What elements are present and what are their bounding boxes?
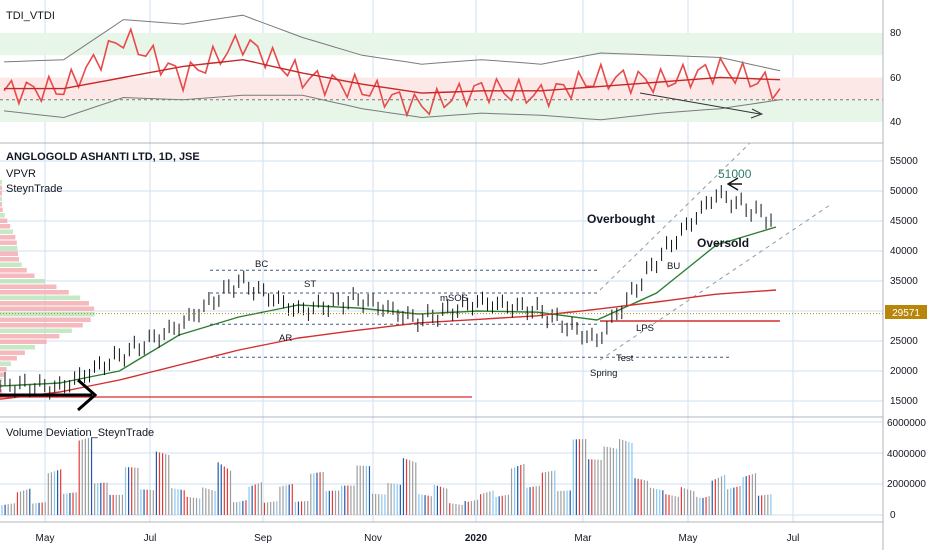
x-label-mar: Mar: [574, 533, 592, 544]
x-label-nov: Nov: [364, 533, 382, 544]
tdi-line-signal: [4, 58, 781, 94]
entry-arrow-head: [77, 378, 98, 412]
annotation-spring: Spring: [590, 368, 617, 379]
volume-pane: [1, 437, 772, 515]
vpvr-bar: [0, 356, 17, 361]
tdi-line-lower-band: [3, 94, 781, 121]
vpvr-bar: [0, 306, 95, 311]
annotation-oversold: Oversold: [697, 236, 749, 250]
annotation-target: 51000: [718, 167, 752, 181]
current-price-label: 29571: [892, 308, 920, 319]
vpvr-bar: [0, 312, 95, 317]
vpvr-bar: [0, 224, 11, 229]
vpvr-bar: [0, 191, 2, 196]
vpvr-bar: [0, 185, 2, 190]
annotation-bc: BC: [255, 259, 268, 270]
tdi-pane: [0, 14, 883, 122]
vpvr-bar: [0, 290, 69, 295]
vpvr-bar: [0, 361, 11, 366]
price-title: ANGLOGOLD ASHANTI LTD, 1D, JSE: [6, 151, 200, 163]
tdi-tick-40: 40: [890, 117, 902, 128]
tdi-zone-oversold: [0, 99, 883, 122]
annotation-lps: LPS: [636, 323, 654, 334]
vpvr-bar: [0, 328, 72, 333]
current-price-tag: [885, 305, 927, 319]
vpvr-bar: [0, 284, 57, 289]
price-tick-20000: 20000: [890, 366, 918, 377]
vpvr-bar: [0, 273, 35, 278]
vol-tick-0: 0: [890, 510, 896, 521]
vol-tick-6m: 6000000: [887, 418, 926, 429]
tdi-line-upper-band: [3, 14, 781, 72]
vpvr-bar: [0, 262, 22, 267]
channel-lower: [599, 204, 831, 361]
vpvr-bar: [0, 317, 91, 322]
annotation-ar: AR: [279, 333, 292, 344]
x-label-jul-2: Jul: [787, 533, 800, 544]
channel-upper: [599, 142, 751, 291]
vpvr-bar: [0, 235, 16, 240]
price-tick-35000: 35000: [890, 276, 918, 287]
price-tick-45000: 45000: [890, 216, 918, 227]
indicator-steyntrade: SteynTrade: [6, 183, 62, 195]
price-ma-slow: [0, 289, 777, 400]
vpvr-bar: [0, 229, 14, 234]
annotation-test: Test: [616, 353, 634, 364]
price-tick-55000: 55000: [890, 156, 918, 167]
tdi-tick-80: 80: [890, 28, 902, 39]
annotation-overbought: Overbought: [587, 212, 655, 226]
vol-tick-2m: 2000000: [887, 479, 926, 490]
volume-title: Volume Deviation_SteynTrade: [6, 427, 154, 439]
vpvr-bar: [0, 240, 17, 245]
annotation-st: ST: [304, 279, 316, 290]
vol-tick-4m: 4000000: [887, 449, 926, 460]
vpvr-bar: [0, 180, 2, 185]
tdi-zone-mid: [0, 77, 883, 100]
vpvr-bar: [0, 257, 20, 262]
vpvr-bar: [0, 334, 60, 339]
indicator-vpvr: VPVR: [6, 168, 36, 180]
annotation-bu: BU: [667, 261, 680, 272]
vpvr-bar: [0, 378, 3, 383]
vpvr-bar: [0, 372, 4, 377]
tdi-divergence-arrow-head: [750, 108, 764, 119]
price-tick-25000: 25000: [890, 336, 918, 347]
vpvr-bar: [0, 350, 25, 355]
vpvr-bar: [0, 367, 7, 372]
tdi-divergence-arrow: [639, 92, 761, 115]
price-tick-15000: 15000: [890, 396, 918, 407]
x-label-jul: Jul: [144, 533, 157, 544]
price-tick-40000: 40000: [890, 246, 918, 257]
axes: [0, 0, 884, 550]
price-pane: [0, 142, 883, 412]
x-label-sep: Sep: [254, 533, 272, 544]
tdi-zone-overbought: [0, 33, 883, 56]
tdi-line-tdi: [3, 26, 781, 118]
vpvr-bar: [0, 207, 3, 212]
x-label-may-2: May: [679, 533, 698, 544]
x-label-2020: 2020: [465, 533, 488, 544]
tdi-tick-60: 60: [890, 73, 902, 84]
annotation-msos: mSOS: [440, 293, 468, 304]
vpvr-bar: [0, 251, 18, 256]
vpvr-bar: [0, 268, 27, 273]
vpvr-bar: [0, 339, 47, 344]
vpvr-bar: [0, 389, 2, 394]
vpvr-bar: [0, 213, 5, 218]
price-tick-50000: 50000: [890, 186, 918, 197]
vpvr-bar: [0, 196, 2, 201]
vpvr-bar: [0, 323, 83, 328]
vpvr-bar: [0, 295, 81, 300]
vpvr-bar: [0, 202, 2, 207]
vpvr-bar: [0, 301, 89, 306]
vpvr-bar: [0, 345, 35, 350]
vpvr-bar: [0, 246, 18, 251]
tdi-title: TDI_VTDI: [6, 10, 55, 22]
vpvr-bar: [0, 218, 8, 223]
x-label-may: May: [36, 533, 55, 544]
target-arrow: [726, 177, 742, 191]
vpvr-bar: [0, 279, 45, 284]
